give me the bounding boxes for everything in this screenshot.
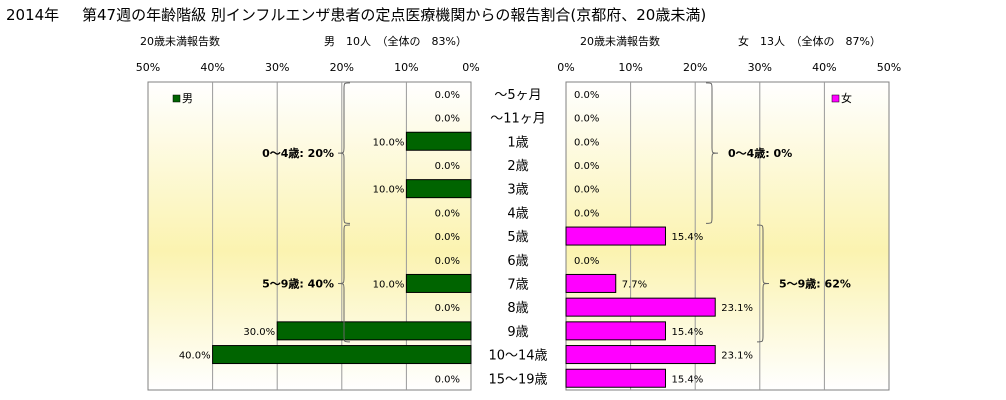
male-tick-label: 20% [330,61,354,74]
female-bar [565,226,666,246]
female-value-label: 7.7% [622,279,647,290]
female-value-label: 23.1% [721,351,753,362]
male-group-brace [337,82,351,224]
male-tick-label: 30% [265,61,289,74]
age-category-label: 4歳 [507,206,528,221]
female-tick-label: 30% [748,61,772,74]
age-category-label: 10～14歳 [488,349,547,364]
male-tick-label: 0% [462,61,479,74]
male-summary: 男 10人 （全体の 83%） [324,34,467,48]
female-group-label: 0～4歳: 0% [728,146,792,160]
female-value-label: 15.4% [671,374,703,385]
male-report-label: 20歳未満報告数 [140,35,220,48]
male-value-label: 0.0% [435,256,460,267]
male-value-label: 0.0% [435,161,460,172]
year-label: 2014年 [6,6,59,24]
female-value-label: 15.4% [671,232,703,243]
female-value-label: 0.0% [574,185,599,196]
female-report-label: 20歳未満報告数 [580,35,660,48]
male-value-label: 0.0% [435,114,460,125]
female-bar [565,368,666,388]
female-value-label: 0.0% [574,161,599,172]
female-bar [565,297,716,317]
male-tick-label: 50% [136,61,160,74]
female-bar [565,273,617,293]
male-value-label: 0.0% [435,374,460,385]
chart-title: 第47週の年齢階級 別インフルエンザ患者の定点医療機関からの報告割合(京都府、2… [82,6,706,24]
male-value-label: 0.0% [435,232,460,243]
male-tick-label: 10% [394,61,418,74]
age-category-label: 2歳 [507,159,528,174]
female-tick-label: 40% [812,61,836,74]
male-legend-swatch [172,94,181,103]
male-group-brace [337,224,351,343]
female-bar [565,345,716,365]
age-category-label: 15～19歳 [488,372,547,387]
male-group-label: 0～4歳: 20% [262,146,334,160]
male-value-label: 10.0% [373,185,405,196]
male-bar [276,321,472,341]
female-tick-label: 50% [877,61,901,74]
age-category-label: 5歳 [507,230,528,245]
female-value-label: 0.0% [574,256,599,267]
age-category-label: 6歳 [507,254,528,269]
age-category-label: ～5ヶ月 [494,88,541,103]
male-plot-area [147,81,472,391]
male-value-label: 40.0% [179,351,211,362]
male-group-label: 5～9歳: 40% [262,276,334,290]
female-value-label: 23.1% [721,303,753,314]
female-tick-label: 10% [618,61,642,74]
female-group-brace [756,224,770,343]
female-value-label: 0.0% [574,90,599,101]
male-legend-label: 男 [182,92,193,105]
age-category-label: 1歳 [507,135,528,150]
age-category-label: 9歳 [507,325,528,340]
age-category-label: 8歳 [507,301,528,316]
male-value-label: 10.0% [373,137,405,148]
male-bar [212,345,472,365]
female-bar [565,321,666,341]
male-tick-label: 40% [200,61,224,74]
male-bar [405,179,472,199]
male-value-label: 10.0% [373,279,405,290]
age-category-label: ～11ヶ月 [490,112,546,127]
female-group-brace [705,82,719,224]
female-value-label: 0.0% [574,114,599,125]
male-bar [405,273,472,293]
female-value-label: 0.0% [574,208,599,219]
male-bar [405,131,472,151]
age-category-label: 7歳 [507,277,528,292]
male-value-label: 0.0% [435,303,460,314]
female-legend-swatch [831,94,840,103]
age-category-label: 3歳 [507,183,528,198]
male-value-label: 0.0% [435,208,460,219]
female-legend-label: 女 [841,91,852,105]
female-summary: 女 13人 （全体の 87%） [738,34,881,48]
female-tick-label: 0% [557,61,574,74]
female-group-label: 5～9歳: 62% [779,276,851,290]
female-value-label: 15.4% [671,327,703,338]
female-tick-label: 20% [683,61,707,74]
male-value-label: 0.0% [435,90,460,101]
male-value-label: 30.0% [243,327,275,338]
female-value-label: 0.0% [574,137,599,148]
